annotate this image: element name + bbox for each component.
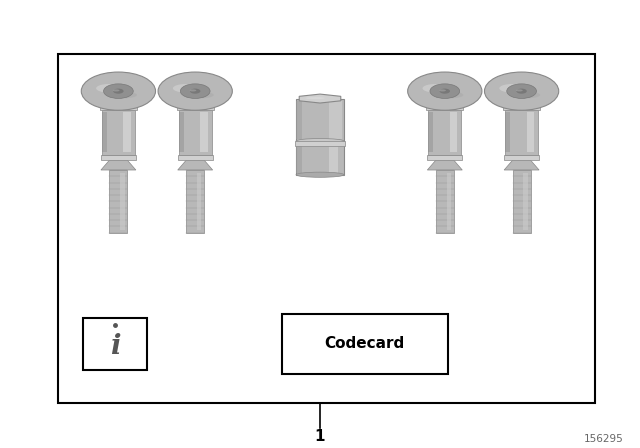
Ellipse shape (499, 84, 525, 93)
Bar (329, 101, 342, 139)
Ellipse shape (507, 84, 536, 99)
Bar (296, 143, 302, 173)
Bar (527, 112, 534, 152)
Ellipse shape (180, 84, 210, 99)
Ellipse shape (100, 99, 137, 103)
Ellipse shape (188, 92, 214, 98)
Ellipse shape (173, 84, 199, 93)
Bar (179, 112, 184, 152)
Ellipse shape (177, 99, 214, 103)
Bar (505, 110, 538, 155)
Polygon shape (178, 160, 212, 170)
Ellipse shape (113, 89, 120, 91)
Bar (436, 170, 454, 233)
Bar (120, 173, 125, 229)
Bar (282, 314, 448, 374)
Ellipse shape (422, 84, 449, 93)
Text: 1: 1 (315, 429, 325, 444)
Bar (83, 318, 147, 370)
Bar (524, 173, 528, 229)
Bar (102, 112, 107, 152)
Bar (505, 112, 510, 152)
Bar (428, 112, 433, 152)
Ellipse shape (296, 138, 344, 144)
Bar (296, 101, 302, 139)
Polygon shape (300, 94, 340, 103)
Bar (296, 141, 344, 175)
Ellipse shape (439, 89, 446, 91)
Bar (178, 155, 212, 160)
Ellipse shape (96, 84, 122, 93)
Ellipse shape (296, 172, 344, 177)
Ellipse shape (484, 72, 559, 110)
Bar (426, 102, 463, 110)
Polygon shape (101, 160, 136, 170)
Ellipse shape (306, 97, 325, 99)
Bar (450, 112, 457, 152)
Ellipse shape (437, 92, 463, 98)
Ellipse shape (514, 92, 540, 98)
Ellipse shape (158, 72, 232, 110)
Bar (295, 141, 345, 146)
Ellipse shape (503, 99, 540, 103)
Bar (101, 155, 136, 160)
Bar (197, 173, 202, 229)
Bar (177, 102, 214, 110)
Ellipse shape (430, 84, 460, 99)
Polygon shape (504, 160, 539, 170)
Ellipse shape (113, 89, 124, 94)
Bar (58, 54, 595, 403)
Bar (109, 170, 127, 233)
Bar (503, 102, 540, 110)
Bar (100, 102, 137, 110)
Bar (428, 110, 461, 155)
Bar (428, 155, 462, 160)
Bar (329, 143, 339, 173)
Ellipse shape (516, 89, 523, 91)
Ellipse shape (516, 89, 527, 94)
Ellipse shape (426, 99, 463, 103)
Bar (102, 110, 135, 155)
Text: i: i (110, 333, 120, 360)
Bar (179, 110, 212, 155)
Ellipse shape (81, 72, 156, 110)
Bar (447, 173, 451, 229)
Text: Codecard: Codecard (324, 336, 405, 351)
Text: 156295: 156295 (584, 435, 624, 444)
Ellipse shape (408, 72, 482, 110)
Bar (200, 112, 207, 152)
Bar (296, 99, 344, 141)
Bar (504, 155, 539, 160)
Bar (186, 170, 204, 233)
Polygon shape (428, 160, 462, 170)
Ellipse shape (111, 92, 137, 98)
Ellipse shape (189, 89, 196, 91)
Bar (513, 170, 531, 233)
Ellipse shape (440, 89, 450, 94)
Ellipse shape (104, 84, 133, 99)
Bar (124, 112, 131, 152)
Ellipse shape (190, 89, 200, 94)
